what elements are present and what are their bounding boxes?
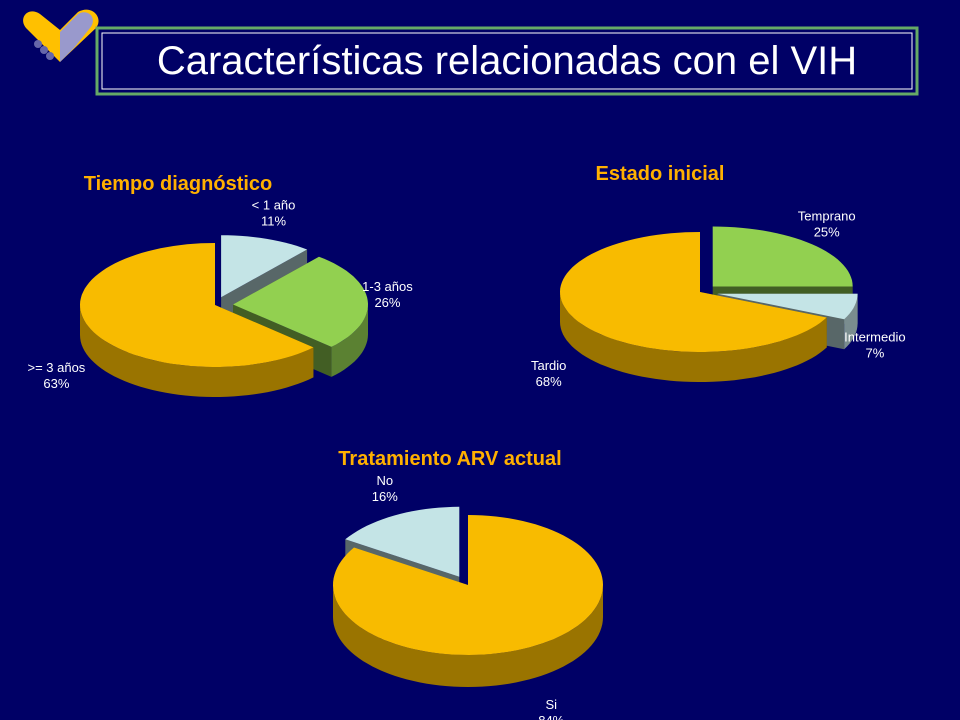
- category-label: 1-3 años: [362, 279, 413, 294]
- category-label: Intermedio: [844, 330, 905, 345]
- data-label: No 16%: [372, 473, 398, 504]
- pie-side: [331, 304, 368, 377]
- category-label: No: [376, 473, 393, 488]
- value-label: 25%: [814, 224, 840, 239]
- data-label: Temprano 25%: [798, 208, 856, 239]
- data-label: < 1 año 11%: [252, 197, 296, 228]
- category-label: >= 3 años: [27, 360, 85, 375]
- pie-slice: [333, 515, 603, 655]
- pie-slice: [80, 243, 314, 367]
- data-label: >= 3 años 63%: [27, 360, 85, 391]
- category-label: Temprano: [798, 208, 856, 223]
- category-label: Tardio: [531, 358, 566, 373]
- pie-slice: [560, 232, 827, 352]
- title-frame-inner: [101, 32, 913, 90]
- pie-slice: [712, 226, 853, 287]
- slide-title: Características relacionadas con el VIH: [157, 39, 857, 83]
- pie-title: Tiempo diagnóstico: [84, 173, 273, 195]
- pie-chart: Tiempo diagnóstico< 1 año 11%1-3 años 26%>…: [27, 173, 413, 397]
- value-label: 63%: [43, 376, 69, 391]
- value-label: 7%: [865, 346, 884, 361]
- pie-title: Estado inicial: [596, 163, 725, 185]
- pie-side: [560, 292, 827, 382]
- pie-slice: [345, 506, 460, 577]
- title-frame: [95, 26, 919, 96]
- data-label: Si84%: [538, 697, 564, 720]
- pie-slice: [221, 235, 308, 298]
- data-label: 1-3 años 26%: [362, 279, 413, 310]
- data-label: Intermedio 7%: [844, 330, 905, 361]
- logo: [23, 9, 99, 63]
- category-label: Si: [545, 697, 557, 712]
- pie-side: [844, 293, 858, 350]
- value-label: 11%: [261, 213, 286, 228]
- value-label: 84%: [538, 713, 564, 720]
- pie-title: Tratamiento ARV actual: [338, 448, 561, 470]
- value-label: 26%: [374, 295, 400, 310]
- value-label: 68%: [536, 374, 562, 389]
- pie-side: [333, 585, 603, 687]
- value-label: 16%: [372, 489, 398, 504]
- category-label: < 1 año: [252, 197, 296, 212]
- pie-chart: Estado inicial Temprano 25% Intermedio 7% Tar…: [531, 163, 906, 389]
- pie-slice: [233, 256, 368, 347]
- data-label: Tardio 68%: [531, 358, 566, 389]
- pie-slice: [717, 293, 858, 320]
- pie-side: [80, 305, 314, 397]
